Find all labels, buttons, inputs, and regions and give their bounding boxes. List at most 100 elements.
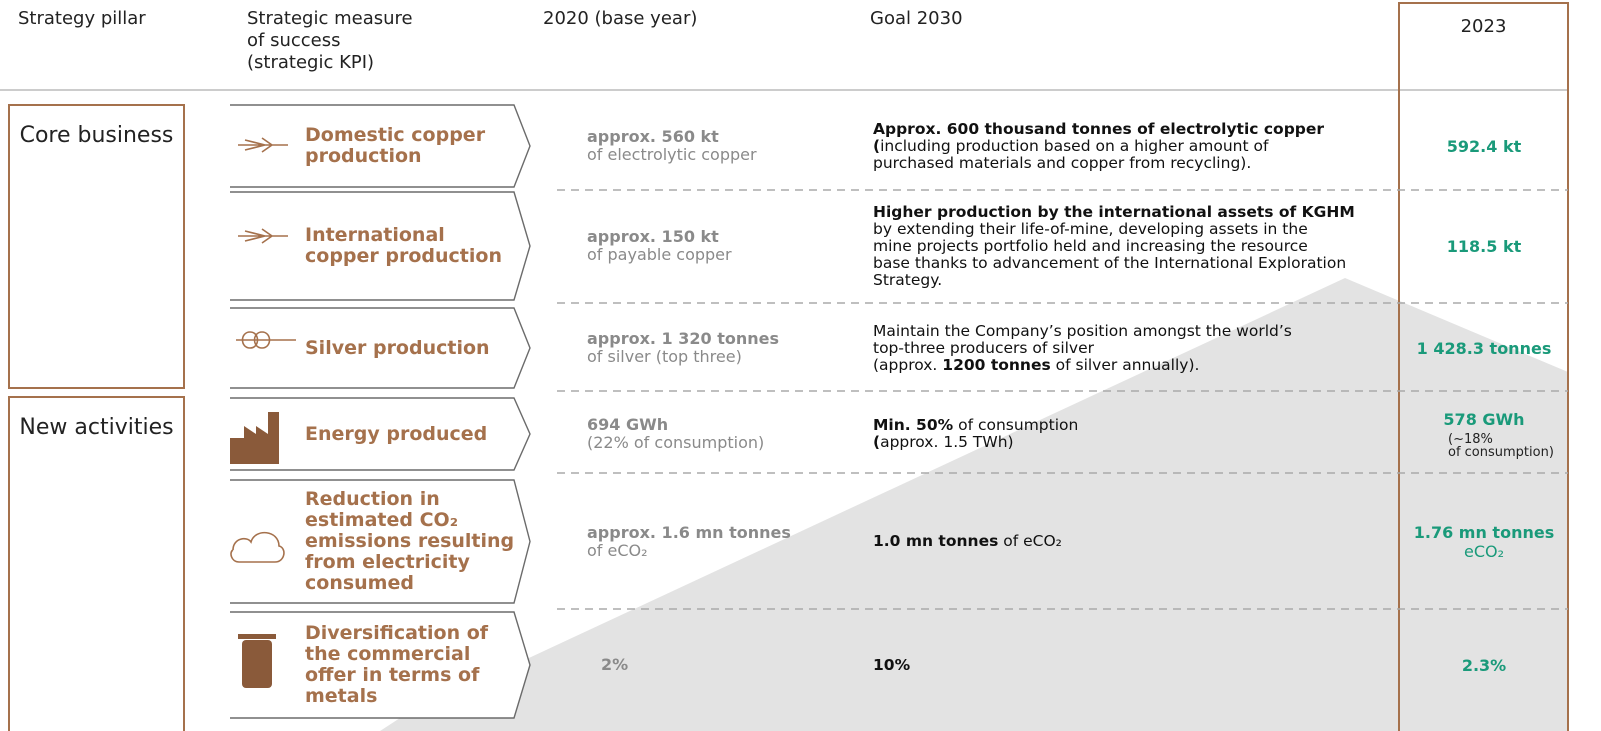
base-note: of silver (top three) (587, 347, 742, 366)
goal-text: Approx. 600 thousand tonnes of electroly… (873, 105, 1393, 187)
goal-segment: 1.0 mn tonnes (873, 532, 999, 550)
kpi-line: consumed (305, 572, 414, 594)
actual-figure: 2.3% (1461, 655, 1507, 675)
goal-line: Strategy. (873, 270, 1393, 289)
actual-value: 592.4 kt (1400, 105, 1568, 187)
kpi-arrow (230, 104, 531, 188)
goal-line: Higher production by the international a… (873, 202, 1393, 221)
actual-value: 1.76 mn tonnes eCO₂ (1400, 480, 1568, 603)
goal-line: base thanks to advancement of the Intern… (873, 254, 1393, 272)
kpi-line: offer in terms of (305, 664, 480, 686)
goal-line: mine projects portfolio held and increas… (873, 236, 1393, 255)
goal-segment: Higher production by the international a… (873, 202, 1355, 221)
actual-value: 578 GWh (~18% of consumption) (1400, 398, 1568, 470)
goal-text: 1.0 mn tonnes of eCO₂ (873, 480, 1393, 603)
kpi-line: estimated CO₂ (305, 509, 459, 531)
pillar-label: Core business (19, 123, 174, 148)
goal-line: purchased materials and copper from recy… (873, 154, 1393, 172)
goal-segment: Approx. 600 thousand tonnes of electroly… (873, 119, 1325, 138)
base-note: of electrolytic copper (587, 145, 757, 164)
goal-segment: of eCO₂ (998, 532, 1062, 550)
kpi-line: copper production (305, 245, 502, 267)
base-figure: 2% (601, 655, 629, 674)
pillar-box (8, 104, 185, 389)
header-line: Strategy pillar (18, 8, 146, 29)
base-value: approx. 560 kt of electrolytic copper (587, 105, 857, 187)
goal-segment: by extending their life-of-mine, develop… (873, 219, 1308, 238)
column-header: 2023 (1399, 16, 1568, 38)
goal-line: (approx. 1.5 TWh) (873, 434, 1393, 451)
base-figure: approx. 150 kt (587, 227, 719, 246)
actual-note: eCO₂ (1464, 542, 1504, 561)
actual-value: 1 428.3 tonnes (1400, 308, 1568, 388)
kpi-arrow (230, 307, 531, 389)
header-line: of success (247, 30, 341, 51)
header-line: (strategic KPI) (247, 52, 375, 73)
goal-text: Maintain the Company’s position amongst … (873, 308, 1393, 388)
kpi-line: production (305, 145, 422, 167)
note-line: (~18% (1448, 431, 1493, 447)
goal-segment: Min. 50% (873, 416, 954, 434)
base-figure: approx. 560 kt (587, 127, 719, 146)
goal-segment: mine projects portfolio held and increas… (873, 236, 1308, 255)
column-header: Strategic measure of success (strategic KP… (247, 8, 413, 74)
base-value: approx. 150 kt of payable copper (587, 192, 857, 300)
kpi-line: emissions resulting (305, 530, 515, 552)
goal-segment: including production based on a higher a… (880, 136, 1269, 155)
kpi-line: Diversification of (305, 622, 489, 644)
factory-icon (230, 412, 279, 464)
kpi-title: Domestic copper production (305, 105, 520, 187)
kpi-arrow (230, 397, 531, 471)
goal-segment: ( (873, 136, 881, 155)
bin-lid (238, 634, 276, 639)
goal-segment: of consumption (953, 416, 1079, 434)
goal-segment: top-three producers of silver (873, 338, 1095, 357)
icons (230, 137, 296, 563)
pillar-box (8, 396, 185, 731)
kpi-title: Energy produced (305, 398, 520, 470)
goal-segment: of silver annually). (1050, 355, 1200, 374)
goal-line: Approx. 600 thousand tonnes of electroly… (873, 119, 1393, 138)
kpi-line: from electricity (305, 551, 470, 573)
base-value: approx. 1 320 tonnes of silver (top three… (587, 308, 857, 388)
kpi-arrow (230, 611, 531, 719)
goal-segment: ( (873, 433, 881, 451)
kpi-title: Diversification of the commercial offer in… (305, 612, 520, 718)
bin-icon (242, 640, 272, 688)
wire-icon (238, 137, 288, 153)
header-line: 2023 (1460, 16, 1507, 37)
goal-line: Maintain the Company’s position amongst … (873, 321, 1393, 340)
goal-line: (approx. 1200 tonnes of silver annually)… (873, 355, 1393, 374)
column-header: Strategy pillar (18, 8, 146, 30)
kpi-line: International (305, 224, 445, 246)
header-line: Strategic measure (247, 8, 413, 29)
base-figure: 694 GWh (587, 415, 669, 434)
actual-figure: 1.76 mn tonnes (1413, 522, 1555, 542)
goal-line: (including production based on a higher … (873, 136, 1393, 155)
goal-text: Higher production by the international a… (873, 192, 1393, 300)
kpi-line: Silver production (305, 336, 490, 359)
goal-segment: Maintain the Company’s position amongst … (873, 321, 1292, 340)
base-figure: approx. 1.6 mn tonnes (587, 522, 791, 542)
header-line: Goal 2030 (870, 8, 963, 29)
goal-segment: Strategy. (873, 270, 943, 289)
goal-text: Min. 50% of consumption (approx. 1.5 TWh) (873, 398, 1393, 470)
column-header: 2020 (base year) (543, 8, 697, 30)
kpi-title: International copper production (305, 192, 520, 300)
note-line: eCO₂ (1463, 541, 1505, 561)
knot-icon (236, 331, 296, 349)
actual-figure: 1 428.3 tonnes (1416, 338, 1552, 358)
base-value: 694 GWh (22% of consumption) (587, 398, 857, 470)
goal-text: 10% (873, 612, 1393, 718)
goal-line: top-three producers of silver (873, 338, 1393, 357)
base-value: 2% (601, 612, 871, 718)
kpi-arrow (230, 479, 531, 604)
goal-line: Min. 50% of consumption (873, 417, 1393, 434)
actual-value: 118.5 kt (1400, 192, 1568, 300)
actual-figure: 592.4 kt (1446, 136, 1522, 156)
kpi-arrow (230, 191, 531, 301)
column-header: Goal 2030 (870, 8, 963, 30)
goal-line: 1.0 mn tonnes of eCO₂ (873, 533, 1393, 550)
